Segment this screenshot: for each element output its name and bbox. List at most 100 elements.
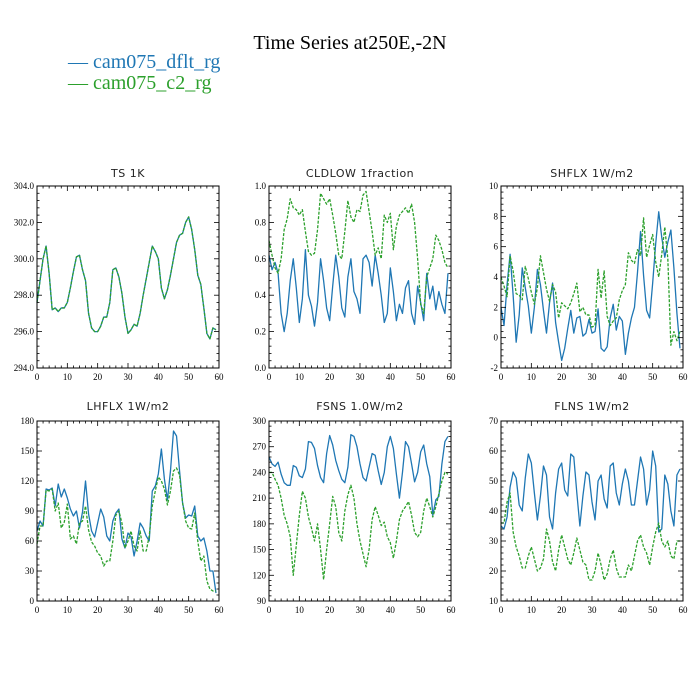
y-tick-label: 70 xyxy=(489,416,499,426)
y-tick-label: 40 xyxy=(489,506,499,516)
y-tick-label: 120 xyxy=(21,476,35,486)
x-tick-label: 60 xyxy=(447,372,457,382)
y-tick-label: 294.0 xyxy=(14,363,35,373)
x-tick-label: 30 xyxy=(356,372,366,382)
series-line-dflt xyxy=(268,434,449,516)
y-tick-label: 0 xyxy=(30,596,35,606)
y-tick-label: 20 xyxy=(489,566,499,576)
x-tick-label: 20 xyxy=(93,605,103,615)
series-line-c2 xyxy=(36,467,216,592)
legend: — cam075_dflt_rg — cam075_c2_rg xyxy=(67,51,220,94)
y-tick-label: 300.0 xyxy=(14,254,35,264)
y-tick-label: 180 xyxy=(21,416,35,426)
series-line-c2 xyxy=(500,217,681,346)
y-tick-label: 0.6 xyxy=(255,254,267,264)
panel-title: FSNS 1.0W/m2 xyxy=(316,400,404,413)
y-tick-label: 2 xyxy=(494,302,499,312)
y-tick-label: 50 xyxy=(489,476,499,486)
series-line-dflt xyxy=(500,211,681,362)
y-tick-label: 0.8 xyxy=(255,217,267,227)
series-line-c2 xyxy=(501,492,680,581)
x-tick-label: 30 xyxy=(124,372,134,382)
x-tick-label: 10 xyxy=(295,605,305,615)
x-tick-label: 50 xyxy=(416,605,426,615)
y-tick-label: 120 xyxy=(253,570,267,580)
y-tick-label: 8 xyxy=(494,211,499,221)
x-tick-label: 0 xyxy=(35,372,40,382)
x-tick-label: 30 xyxy=(588,372,598,382)
x-tick-label: 30 xyxy=(356,605,366,615)
x-tick-label: 10 xyxy=(527,605,537,615)
x-tick-label: 50 xyxy=(648,372,658,382)
panel-ts: TS 1K 0 10 20 30 40 50 60 294.0 296.0 298.0 300.0 3… xyxy=(14,167,224,382)
y-tick-label: 270 xyxy=(253,442,267,452)
x-tick-label: 20 xyxy=(93,372,103,382)
y-tick-label: 0.4 xyxy=(255,290,267,300)
y-tick-label: 304.0 xyxy=(14,181,35,191)
x-tick-label: 50 xyxy=(184,605,194,615)
y-tick-label: 1.0 xyxy=(255,181,267,191)
x-tick-label: 20 xyxy=(325,372,335,382)
y-tick-label: 10 xyxy=(489,181,499,191)
y-tick-label: 90 xyxy=(257,596,267,606)
series-line-dflt xyxy=(36,430,217,594)
x-tick-label: 60 xyxy=(215,372,225,382)
x-tick-label: 0 xyxy=(35,605,40,615)
y-tick-label: 60 xyxy=(489,446,499,456)
series-line-dflt xyxy=(500,450,681,533)
y-tick-label: 150 xyxy=(253,545,267,555)
series-line-dflt xyxy=(268,249,449,333)
y-tick-label: 6 xyxy=(494,242,499,252)
y-tick-label: 300 xyxy=(253,416,267,426)
x-tick-label: 60 xyxy=(447,605,457,615)
legend-entry-c2: — cam075_c2_rg xyxy=(67,72,212,94)
x-tick-label: 60 xyxy=(215,605,225,615)
y-tick-label: 30 xyxy=(25,566,35,576)
y-tick-label: 240 xyxy=(253,467,267,477)
panel-title: LHFLX 1W/m2 xyxy=(87,400,170,413)
panel-title: FLNS 1W/m2 xyxy=(554,400,629,413)
y-tick-label: 10 xyxy=(489,596,499,606)
figure-title: Time Series at250E,-2N xyxy=(253,32,446,54)
y-tick-label: 180 xyxy=(253,519,267,529)
y-tick-label: -2 xyxy=(491,363,499,373)
x-tick-label: 60 xyxy=(679,372,689,382)
x-tick-label: 20 xyxy=(557,605,567,615)
x-tick-label: 10 xyxy=(295,372,305,382)
x-tick-label: 10 xyxy=(527,372,537,382)
x-tick-label: 0 xyxy=(499,372,504,382)
plot-frame xyxy=(268,185,452,369)
series-line-c2 xyxy=(36,216,217,340)
x-tick-label: 40 xyxy=(154,372,164,382)
x-tick-label: 40 xyxy=(386,372,396,382)
x-tick-label: 0 xyxy=(267,372,272,382)
x-tick-label: 40 xyxy=(154,605,164,615)
plot-frame xyxy=(36,185,220,369)
x-tick-label: 20 xyxy=(325,605,335,615)
legend-entry-dflt: — cam075_dflt_rg xyxy=(67,51,220,73)
panel-title: SHFLX 1W/m2 xyxy=(550,167,634,180)
y-tick-label: 90 xyxy=(25,506,35,516)
x-tick-label: 50 xyxy=(648,605,658,615)
x-tick-label: 50 xyxy=(184,372,194,382)
x-tick-label: 30 xyxy=(588,605,598,615)
plot-frame xyxy=(36,420,220,602)
y-tick-label: 150 xyxy=(21,446,35,456)
y-tick-label: 298.0 xyxy=(14,290,35,300)
panel-fsns: FSNS 1.0W/m2 0 10 20 30 40 50 60 90 120 150 180 210… xyxy=(253,400,457,615)
x-tick-label: 40 xyxy=(618,605,628,615)
panel-lhflx: LHFLX 1W/m2 0 10 20 30 40 50 60 0 30 60 90 120 150 18… xyxy=(21,400,225,615)
panel-title: CLDLOW 1fraction xyxy=(306,167,414,180)
x-tick-label: 30 xyxy=(124,605,134,615)
y-tick-label: 210 xyxy=(253,493,267,503)
series-line-c2 xyxy=(268,190,449,315)
x-tick-label: 10 xyxy=(63,372,73,382)
x-tick-label: 0 xyxy=(267,605,272,615)
x-tick-label: 10 xyxy=(63,605,73,615)
x-tick-label: 40 xyxy=(386,605,396,615)
y-tick-label: 0 xyxy=(494,333,499,343)
panel-cldlow: CLDLOW 1fraction 0 10 20 30 40 50 60 0.0 0.2 0.4 0… xyxy=(255,167,456,382)
x-tick-label: 20 xyxy=(557,372,567,382)
